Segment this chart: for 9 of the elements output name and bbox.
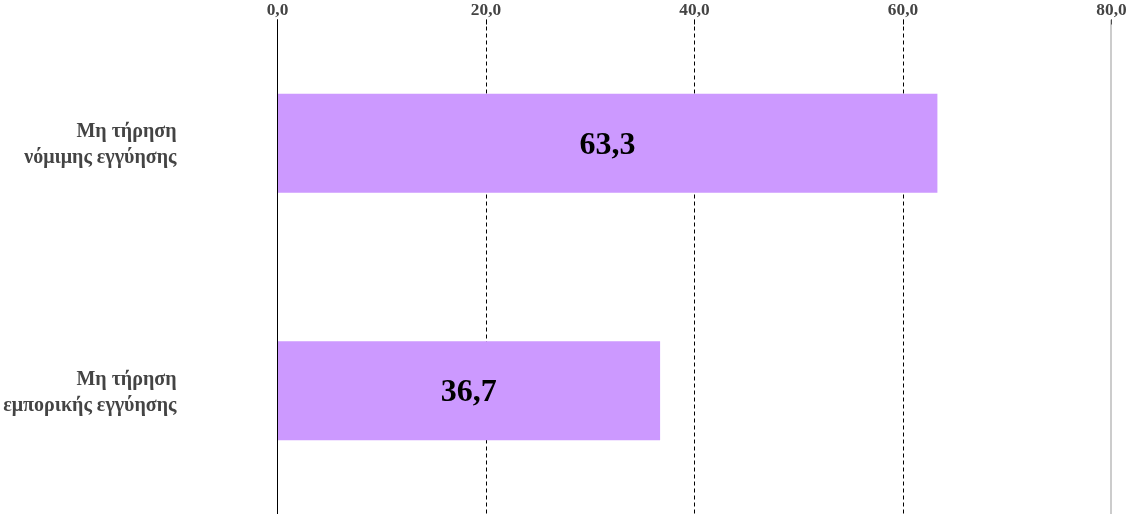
y-tick-label: Μη τήρηση εμπορικής εγγύησης bbox=[3, 366, 178, 416]
x-tick-label: 40,0 bbox=[679, 0, 710, 19]
x-tick-label: 60,0 bbox=[887, 0, 919, 19]
y-tick-label: Μη τήρηση νόμιμης εγγύησης bbox=[23, 119, 178, 169]
data-label: 36,7 bbox=[440, 372, 497, 409]
x-tick-label: 0,0 bbox=[266, 0, 289, 19]
x-tick-label: 20,0 bbox=[470, 0, 502, 19]
data-label: 63,3 bbox=[579, 124, 636, 161]
x-tick-label: 80,0 bbox=[1096, 0, 1127, 19]
